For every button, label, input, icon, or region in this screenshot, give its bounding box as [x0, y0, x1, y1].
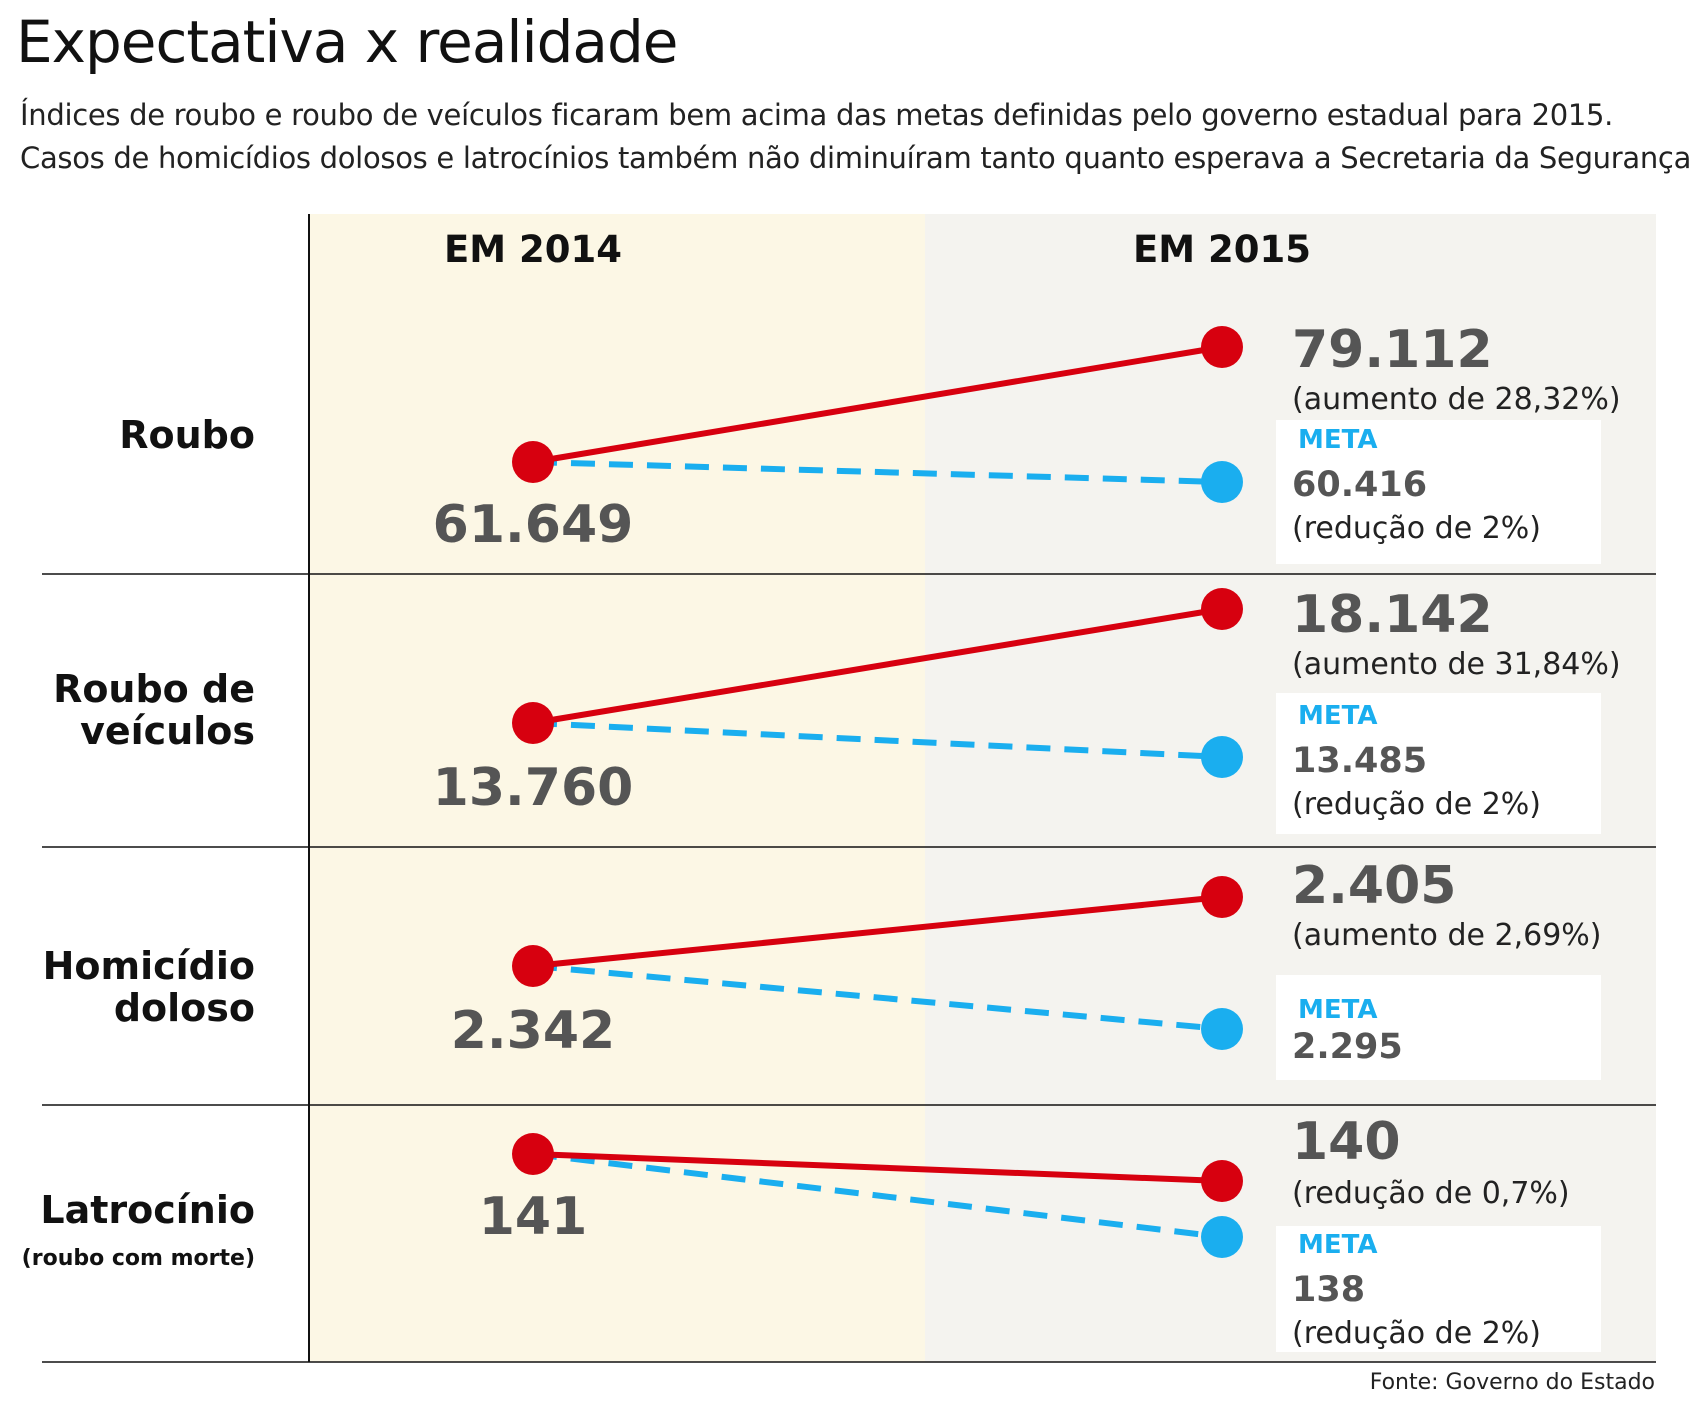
column-2014-background [309, 214, 925, 1362]
actual-line-4 [532, 1151, 1223, 1184]
target-2015-marker-1 [1201, 461, 1243, 503]
value-2015-label-2: 18.142 [1292, 585, 1493, 645]
value-2014-marker-4 [512, 1133, 554, 1175]
target-2015-marker-2 [1201, 736, 1243, 778]
actual-2015-marker-2 [1201, 588, 1243, 630]
value-2014-label-3: 2.342 [451, 1001, 615, 1061]
value-2014-marker-2 [512, 702, 554, 744]
value-2014-label-4: 141 [479, 1187, 588, 1247]
value-2014-label-2: 13.760 [433, 758, 634, 818]
column-header-2015: EM 2015 [1133, 228, 1311, 271]
actual-line-1 [532, 344, 1223, 465]
value-2014-marker-1 [512, 441, 554, 483]
target-line-4 [532, 1151, 1223, 1240]
row-label-2-line-1: Roubo de [53, 667, 255, 711]
row-label-4: Latrocínio [40, 1188, 255, 1232]
change-2015-label-1: (aumento de 28,32%) [1292, 382, 1621, 417]
target-change-label-2: (redução de 2%) [1292, 787, 1541, 822]
target-box-1 [1276, 420, 1601, 564]
target-value-label-4: 138 [1292, 1270, 1365, 1310]
target-box-4 [1276, 1226, 1601, 1352]
meta-label-3: META [1298, 995, 1377, 1025]
target-line-1 [532, 459, 1223, 485]
row-note-4: (roubo com morte) [22, 1246, 255, 1271]
meta-label-4: META [1298, 1230, 1377, 1260]
target-value-label-2: 13.485 [1292, 741, 1427, 781]
target-line-3 [532, 963, 1223, 1032]
target-2015-marker-4 [1201, 1216, 1243, 1258]
value-2015-label-4: 140 [1292, 1112, 1401, 1172]
value-2015-label-3: 2.405 [1292, 856, 1456, 916]
meta-label-2: META [1298, 701, 1377, 731]
row-label-2-line-2: veículos [80, 709, 255, 753]
target-box-2 [1276, 693, 1601, 834]
meta-label-1: META [1298, 425, 1377, 455]
value-2014-label-1: 61.649 [433, 495, 634, 555]
row-label-3-line-1: Homicídio [43, 944, 255, 988]
source-note: Fonte: Governo do Estado [1369, 1370, 1655, 1395]
actual-line-3 [532, 894, 1223, 969]
actual-line-2 [532, 606, 1223, 726]
target-box-3 [1276, 975, 1601, 1080]
target-line-2 [532, 720, 1223, 760]
change-2015-label-2: (aumento de 31,84%) [1292, 647, 1621, 682]
row-label-1: Roubo [119, 413, 255, 457]
target-value-label-1: 60.416 [1292, 465, 1427, 505]
target-2015-marker-3 [1201, 1008, 1243, 1050]
actual-2015-marker-3 [1201, 876, 1243, 918]
target-value-label-3: 2.295 [1292, 1027, 1403, 1067]
column-header-2014: EM 2014 [444, 228, 622, 271]
subtitle-line-2: Casos de homicídios dolosos e latrocínio… [20, 141, 1693, 175]
change-2015-label-4: (redução de 0,7%) [1292, 1176, 1570, 1211]
actual-2015-marker-4 [1201, 1160, 1243, 1202]
target-change-label-4: (redução de 2%) [1292, 1316, 1541, 1351]
value-2015-label-1: 79.112 [1292, 320, 1493, 380]
value-2014-marker-3 [512, 945, 554, 987]
subtitle-line-1: Índices de roubo e roubo de veículos fic… [20, 98, 1614, 132]
change-2015-label-3: (aumento de 2,69%) [1292, 918, 1602, 953]
target-change-label-1: (redução de 2%) [1292, 511, 1541, 546]
chart-title: Expectativa x realidade [16, 8, 678, 76]
actual-2015-marker-1 [1201, 326, 1243, 368]
row-label-3-line-2: doloso [114, 986, 255, 1030]
